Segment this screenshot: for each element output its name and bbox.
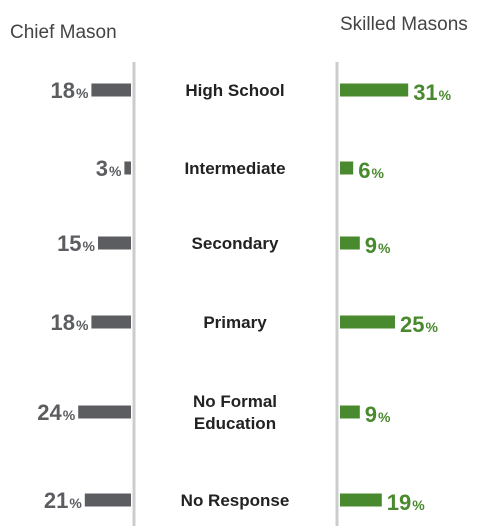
left-value-secondary: 15%	[57, 231, 95, 256]
category-label-intermediate: Intermediate	[184, 159, 285, 178]
right-value-no-formal-education-unit: %	[378, 409, 391, 425]
left-bar-secondary	[98, 236, 131, 250]
category-label-no-formal-education: No Formal Education	[193, 392, 277, 433]
right-bar-no-formal-education	[340, 405, 360, 419]
left-bar-no-response	[84, 493, 131, 507]
left-value-no-formal-education: 24%	[37, 400, 75, 425]
left-value-high-school-unit: %	[76, 85, 89, 101]
right-bar-primary	[340, 315, 395, 329]
left-value-no-formal-education-number: 24	[37, 400, 62, 425]
category-label-high-school: High School	[185, 81, 284, 100]
right-value-no-response: 19%	[387, 490, 425, 515]
left-bar-primary	[91, 315, 131, 329]
left-value-primary-number: 18	[50, 310, 74, 335]
left-value-high-school-number: 18	[50, 78, 74, 103]
left-value-no-response-unit: %	[69, 495, 82, 511]
left-value-intermediate-number: 3	[96, 156, 108, 181]
right-bar-secondary	[340, 236, 360, 250]
category-label-secondary: Secondary	[192, 234, 279, 253]
right-value-secondary-number: 9	[365, 233, 377, 258]
left-value-intermediate: 3%	[96, 156, 122, 181]
left-value-intermediate-unit: %	[109, 163, 122, 179]
right-bar-high-school	[340, 83, 409, 97]
right-series-heading: Skilled Masons	[340, 14, 468, 35]
right-value-high-school-unit: %	[439, 87, 452, 103]
left-bar-no-formal-education	[78, 405, 131, 419]
left-value-primary-unit: %	[76, 317, 89, 333]
left-bar-intermediate	[124, 161, 131, 175]
right-value-no-formal-education-number: 9	[365, 402, 377, 427]
right-value-no-response-unit: %	[412, 497, 425, 513]
left-value-no-response: 21%	[44, 488, 82, 513]
left-bar-high-school	[91, 83, 131, 97]
right-bar-intermediate	[340, 161, 354, 175]
left-value-primary: 18%	[50, 310, 88, 335]
left-value-high-school: 18%	[50, 78, 88, 103]
left-value-no-formal-education-unit: %	[63, 407, 76, 423]
right-value-intermediate: 6%	[358, 158, 384, 183]
right-value-primary-unit: %	[425, 319, 438, 335]
right-value-secondary-unit: %	[378, 240, 391, 256]
right-value-no-response-number: 19	[387, 490, 411, 515]
right-value-secondary: 9%	[365, 233, 391, 258]
right-value-intermediate-number: 6	[358, 158, 370, 183]
left-series-heading: Chief Mason	[10, 22, 117, 43]
left-value-no-response-number: 21	[44, 488, 68, 513]
left-value-secondary-number: 15	[57, 231, 81, 256]
category-label-no-response: No Response	[181, 491, 290, 510]
category-label-primary: Primary	[203, 313, 267, 332]
right-value-primary: 25%	[400, 312, 438, 337]
right-value-high-school-number: 31	[413, 80, 437, 105]
right-value-primary-number: 25	[400, 312, 424, 337]
right-value-no-formal-education: 9%	[365, 402, 391, 427]
right-value-intermediate-unit: %	[371, 165, 384, 181]
right-bar-no-response	[340, 493, 382, 507]
left-value-secondary-unit: %	[83, 238, 96, 254]
right-value-high-school: 31%	[413, 80, 451, 105]
